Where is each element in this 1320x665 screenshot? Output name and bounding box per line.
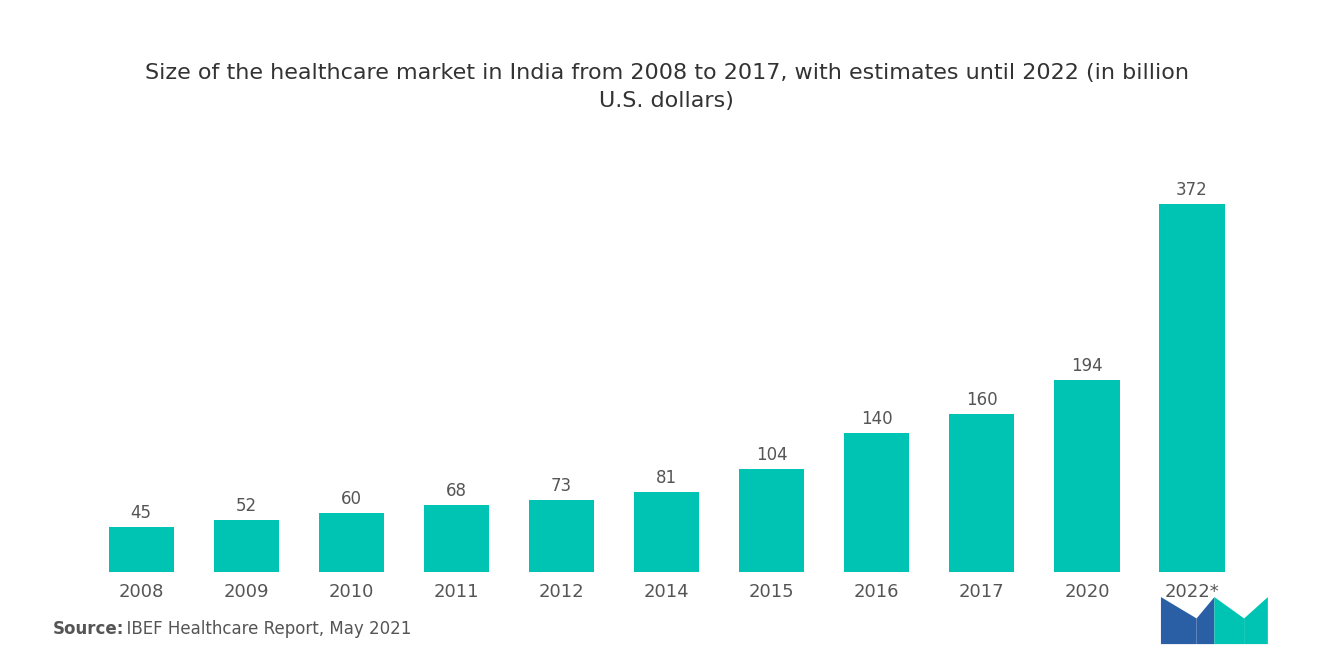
Bar bbox=[1159, 203, 1225, 572]
Bar bbox=[108, 527, 174, 572]
Text: 372: 372 bbox=[1176, 181, 1208, 199]
Text: 60: 60 bbox=[341, 489, 362, 507]
Bar bbox=[634, 491, 700, 572]
Bar bbox=[424, 505, 488, 572]
Bar bbox=[739, 469, 804, 572]
Text: Source:: Source: bbox=[53, 620, 124, 638]
Title: Size of the healthcare market in India from 2008 to 2017, with estimates until 2: Size of the healthcare market in India f… bbox=[145, 63, 1188, 112]
Text: 52: 52 bbox=[236, 497, 257, 515]
Text: IBEF Healthcare Report, May 2021: IBEF Healthcare Report, May 2021 bbox=[116, 620, 412, 638]
Bar bbox=[949, 414, 1015, 572]
Text: 45: 45 bbox=[131, 505, 152, 523]
Bar bbox=[1055, 380, 1119, 572]
Bar bbox=[214, 521, 279, 572]
Text: 160: 160 bbox=[966, 390, 998, 408]
Text: 194: 194 bbox=[1071, 357, 1102, 375]
Text: 104: 104 bbox=[756, 446, 788, 464]
Text: 81: 81 bbox=[656, 469, 677, 487]
Bar bbox=[529, 499, 594, 572]
Text: 68: 68 bbox=[446, 481, 467, 499]
Text: 140: 140 bbox=[861, 410, 892, 428]
Bar bbox=[318, 513, 384, 572]
Text: 73: 73 bbox=[550, 477, 572, 495]
Bar bbox=[845, 434, 909, 572]
